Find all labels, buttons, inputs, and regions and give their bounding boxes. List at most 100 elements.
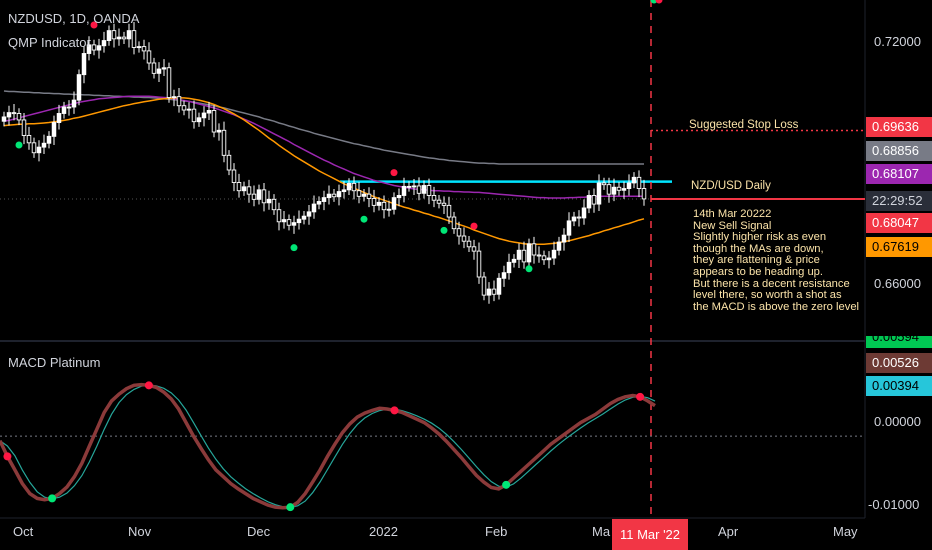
candle-body <box>96 45 102 51</box>
candle-body <box>441 202 447 206</box>
candle-body <box>576 216 582 219</box>
macd-bull-cross <box>48 494 57 503</box>
price-tag: 0.69636 <box>866 117 932 137</box>
price-tag: 0.67619 <box>866 237 932 257</box>
buy-signal-dot <box>290 244 298 252</box>
macd-bear-cross <box>390 406 399 415</box>
candle-body <box>191 108 197 123</box>
candle-body <box>166 67 172 98</box>
candle-body <box>316 201 322 205</box>
time-label-feb: Feb <box>485 524 508 539</box>
candle-body <box>531 243 537 256</box>
candle-body <box>51 122 57 137</box>
price-tag: 0.68107 <box>866 164 932 184</box>
candle-body <box>226 154 232 171</box>
stop-loss-label: Suggested Stop Loss <box>689 119 799 131</box>
sell-signal-dot <box>390 169 398 177</box>
price-tag: 22:29:52 <box>866 191 932 211</box>
candle-body <box>11 112 17 115</box>
candle-body <box>456 228 462 237</box>
candle-body <box>566 220 572 236</box>
candle-body <box>611 186 617 195</box>
candle-body <box>116 36 122 40</box>
macd-signal-line <box>0 384 656 509</box>
candle-body <box>251 193 257 200</box>
signal-note-line: they are flattening & price <box>693 254 820 267</box>
candle-body <box>136 46 142 49</box>
time-label-oct: Oct <box>13 524 34 539</box>
candle-body <box>241 186 247 192</box>
candle-body <box>1 116 7 122</box>
sell-signal-dot <box>90 21 98 29</box>
candle-body <box>496 277 502 295</box>
signal-note: 14th Mar 20222 New Sell Signal Slightly hi… <box>693 208 859 313</box>
signal-note-line: appears to be heading up. <box>693 265 824 278</box>
candle-body <box>216 129 222 133</box>
candle-body <box>431 195 437 201</box>
signal-note-line: 14th Mar 20222 <box>693 208 772 220</box>
candle-body <box>146 50 152 64</box>
time-label-apr: Apr <box>718 524 739 539</box>
candle-body <box>106 30 112 42</box>
candle-body <box>426 185 432 196</box>
candle-body <box>411 185 417 188</box>
candle-body <box>551 249 557 259</box>
candle-body <box>476 250 482 278</box>
buy-signal-dot <box>525 265 533 273</box>
candle-body <box>571 216 577 222</box>
price-tag: 0.68856 <box>866 141 932 161</box>
candle-body <box>386 208 392 211</box>
candle-body <box>546 257 552 261</box>
candle-body <box>331 193 337 198</box>
candle-body <box>41 142 47 148</box>
candle-body <box>491 288 497 295</box>
candle-body <box>346 182 352 191</box>
signal-note-line: though the MAs are down, <box>693 242 824 255</box>
candle-body <box>506 261 512 274</box>
macd-bull-cross <box>286 503 295 512</box>
candle-body <box>111 30 117 40</box>
candle-body <box>291 222 297 226</box>
signal-note-line: Slightly higher risk as even <box>693 231 827 244</box>
candle-body <box>126 30 132 40</box>
candle-body <box>171 96 177 99</box>
candle-body <box>206 110 212 114</box>
macd-tag: 0.00594 <box>866 336 932 348</box>
candle-body <box>421 185 427 194</box>
ma-200-line <box>3 90 644 165</box>
candle-body <box>416 185 422 194</box>
signal-note-line: But there is a decent resistance <box>693 277 850 290</box>
candle-body <box>396 195 402 199</box>
candle-body <box>21 119 27 136</box>
candle-body <box>156 68 162 74</box>
candle-body <box>481 276 487 296</box>
candle-body <box>446 204 452 218</box>
price-tag: 0.68047 <box>866 213 932 233</box>
time-label-2022: 2022 <box>369 524 398 539</box>
candle-body <box>311 203 317 213</box>
candle-body <box>46 135 52 144</box>
pair-label: NZD/USD Daily <box>691 180 771 192</box>
candle-body <box>466 240 472 248</box>
candle-body <box>276 209 282 223</box>
indicator-name: QMP Indicator <box>8 35 91 50</box>
candle-body <box>246 186 252 195</box>
candle-body <box>401 185 407 196</box>
macd-panel-title: MACD Platinum <box>8 355 101 370</box>
time-label-may: May <box>833 524 858 539</box>
price-tick-1: 0.66000 <box>874 276 921 291</box>
macd-bear-cross <box>3 452 12 461</box>
candle-body <box>201 112 207 119</box>
candle-body <box>31 142 37 154</box>
candle-body <box>356 190 362 197</box>
candle-body <box>641 188 647 200</box>
candle-body <box>366 193 372 199</box>
time-label-mar: Ma <box>592 524 611 539</box>
candle-body <box>231 169 237 183</box>
candle-body <box>461 235 467 242</box>
candle-body <box>261 189 267 204</box>
candle-body <box>521 249 527 263</box>
macd-bear-cross <box>144 381 153 390</box>
candle-body <box>381 201 387 211</box>
